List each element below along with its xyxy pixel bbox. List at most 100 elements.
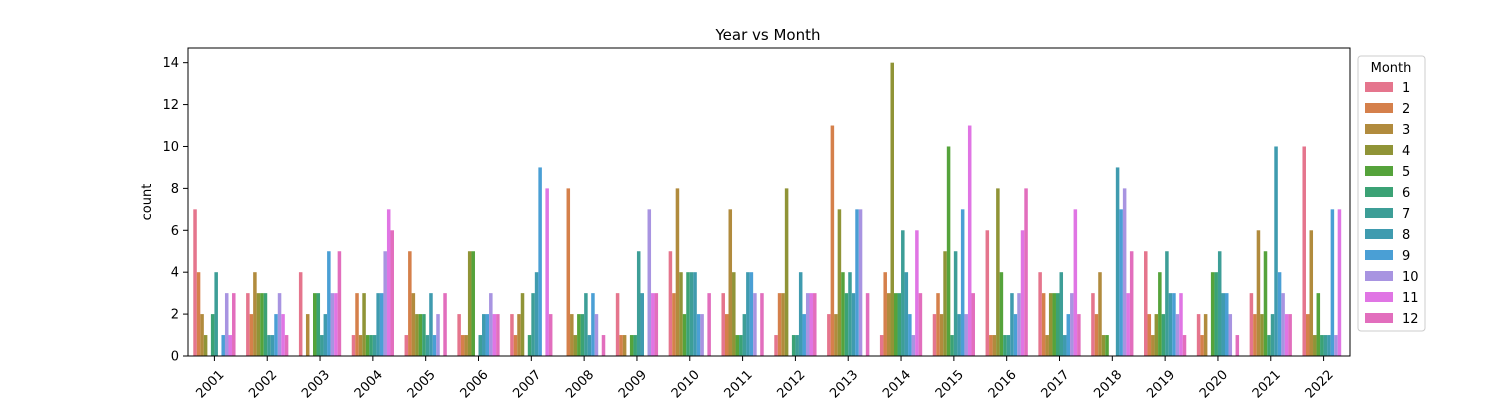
bar-2009-month-8 [640,293,644,356]
bar-2016-month-4 [996,188,1000,356]
bar-2001-month-9 [221,335,225,356]
x-tick-label: 2012 [774,367,808,400]
bar-2018-month-1 [1091,293,1095,356]
bar-2012-month-1 [774,335,778,356]
bar-2009-month-2 [619,335,623,356]
legend-label-10: 10 [1402,270,1419,285]
bar-2005-month-8 [429,293,433,356]
bar-2019-month-2 [1147,314,1152,356]
bar-2021-month-3 [1256,230,1261,356]
x-tick-label: 2005 [405,367,439,400]
bar-2013-month-9 [855,209,859,356]
bar-2019-month-10 [1175,314,1180,356]
bar-2003-month-1 [298,272,303,356]
bar-2022-month-5 [1316,293,1321,356]
bar-2010-month-4 [679,272,683,356]
bar-2001-month-6 [210,314,215,356]
bar-2011-month-2 [724,314,729,356]
bar-2022-month-10 [1334,335,1338,356]
bar-2014-month-4 [890,62,894,357]
bar-2006-month-5 [471,251,475,356]
bar-2013-month-2 [830,125,835,357]
bar-2002-month-8 [270,335,275,356]
bar-2011-month-6 [739,335,743,356]
legend-swatch-5 [1365,166,1393,176]
bar-2005-month-9 [432,335,437,356]
bar-2022-month-4 [1313,335,1317,356]
bar-2021-month-9 [1277,272,1282,356]
bar-2021-month-1 [1249,293,1254,356]
x-tick-label: 2016 [986,367,1020,400]
bar-2002-month-4 [256,293,261,356]
bar-2005-month-12 [443,293,447,356]
bar-2002-month-3 [253,272,257,356]
bar-2002-month-1 [246,293,250,356]
bar-2008-month-4 [573,335,578,356]
y-axis-title: count [140,184,155,221]
bar-2003-month-3 [305,314,310,356]
bar-2003-month-9 [327,251,331,356]
bar-2021-month-12 [1288,314,1292,356]
bar-2004-month-4 [362,293,366,356]
bar-2018-month-3 [1098,272,1102,356]
bar-2020-month-5 [1210,272,1215,356]
legend-label-6: 6 [1402,186,1410,201]
bar-2004-month-12 [390,230,394,356]
bar-2005-month-7 [425,335,430,356]
bar-2016-month-6 [1003,335,1007,356]
bar-2009-month-3 [622,335,627,356]
bar-2007-month-9 [538,167,542,356]
bar-2004-month-7 [372,335,377,356]
bar-2019-month-3 [1151,335,1155,356]
bar-2009-month-12 [654,293,659,356]
x-tick-label: 2008 [563,367,597,400]
bar-2008-month-12 [601,335,606,356]
bar-2019-month-11 [1179,293,1183,356]
bar-2020-month-8 [1221,293,1225,356]
bar-2006-month-1 [457,314,461,356]
bar-2015-month-6 [950,335,954,356]
bar-2007-month-12 [548,314,553,356]
bar-2015-month-7 [953,251,958,356]
bar-2011-month-9 [749,272,754,356]
bar-2018-month-9 [1119,209,1123,356]
bar-2013-month-8 [851,293,856,356]
bar-2006-month-12 [496,314,500,356]
bar-2019-month-1 [1144,251,1148,356]
bar-2022-month-1 [1302,146,1306,356]
bar-2022-month-9 [1330,209,1335,356]
legend-swatch-2 [1365,103,1393,113]
bar-2012-month-7 [795,335,799,356]
bar-2015-month-3 [939,314,944,356]
legend-swatch-10 [1365,271,1393,281]
bar-2010-month-8 [693,272,697,356]
bar-2019-month-9 [1172,293,1176,356]
bar-2017-month-2 [1041,293,1046,356]
bar-2013-month-5 [841,272,845,356]
x-tick-label: 2015 [933,367,967,400]
bar-2010-month-12 [707,293,711,356]
bar-2021-month-8 [1274,146,1278,356]
legend-swatch-11 [1365,292,1393,302]
bar-2008-month-5 [577,314,581,356]
bar-2013-month-10 [858,209,863,356]
x-tick-label: 2010 [669,367,703,400]
bar-2022-month-7 [1323,335,1328,356]
bar-2011-month-3 [728,209,733,356]
bar-2018-month-2 [1094,314,1099,356]
bar-2016-month-9 [1013,314,1018,356]
bar-2013-month-4 [837,209,842,356]
bar-2021-month-10 [1281,293,1285,356]
legend-swatch-1 [1365,82,1393,92]
bar-2016-month-11 [1020,230,1025,356]
bar-2020-month-9 [1225,293,1229,356]
x-tick-label: 2004 [352,367,386,400]
bar-2001-month-7 [214,272,218,356]
bars-layer [193,62,1342,357]
bar-2002-month-9 [274,314,278,356]
legend-label-11: 11 [1402,291,1419,306]
bar-2004-month-5 [365,335,370,356]
bar-2008-month-9 [591,293,595,356]
bar-2012-month-12 [813,293,817,356]
bar-2019-month-7 [1165,251,1169,356]
